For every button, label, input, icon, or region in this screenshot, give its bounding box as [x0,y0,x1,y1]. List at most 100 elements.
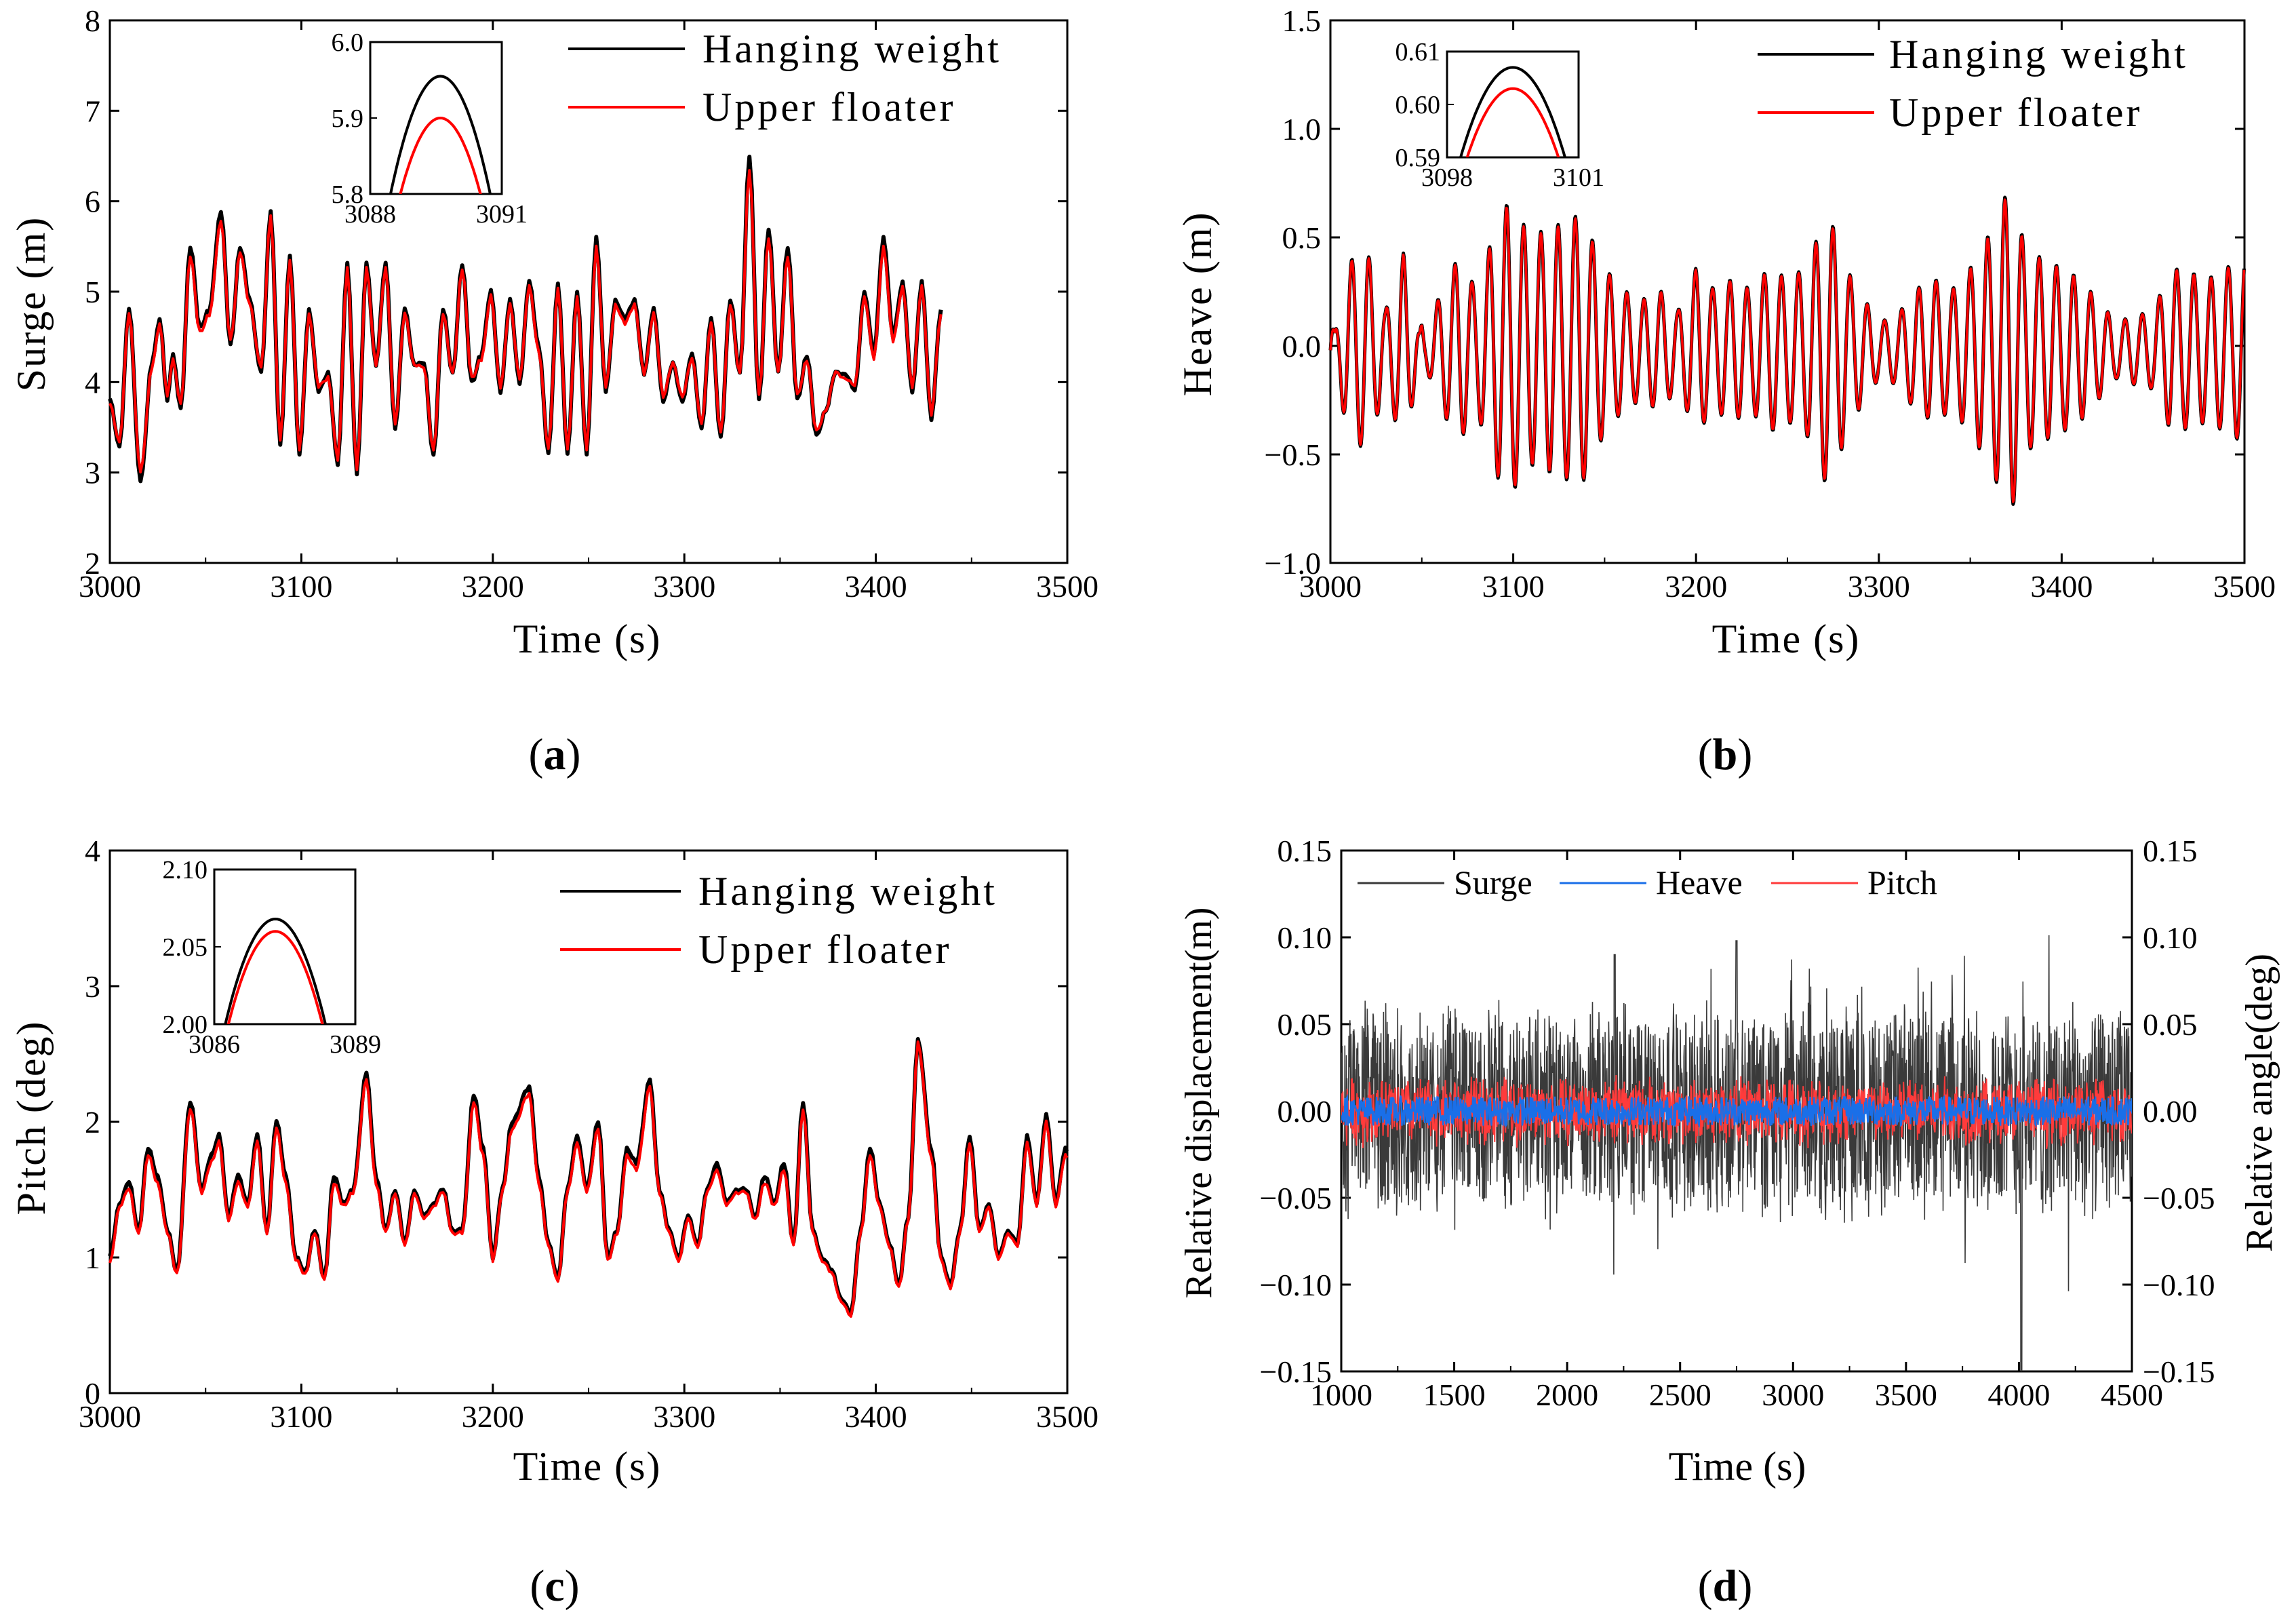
legend-label-hanging: Hanging weight [702,26,1002,71]
series-line-upper [108,1040,1069,1318]
x-tick-label: 1500 [1423,1378,1486,1412]
x-tick-label: 3200 [462,1399,524,1434]
x-tick-label: 3300 [653,569,715,604]
panel-c-plot: 3000 3100 3200 3300 3400 3500 0 1 2 3 4 3086 3089 2.0… [79,834,1098,1434]
y-tick-label-right: 0.15 [2143,834,2198,868]
inset-x-tick-label: 3101 [1553,163,1604,192]
x-tick-label: 3400 [845,1399,907,1434]
y-tick-label-right: 0.10 [2143,920,2198,955]
y-tick-label: 0.5 [1282,220,1322,255]
panel-d-ylabel-right: Relative angle(deg) [2238,954,2280,1252]
panel-d-legend: Surge Heave Pitch [1358,863,1937,901]
x-tick-label: 3300 [653,1399,715,1434]
legend-label-pitch: Pitch [1867,863,1937,901]
x-tick-label: 3100 [270,1399,332,1434]
y-tick-label: 0 [85,1376,100,1411]
y-tick-label: 0.0 [1282,329,1322,364]
y-tick-label: 1.0 [1282,112,1322,147]
x-tick-label: 2000 [1536,1378,1598,1412]
y-tick-label: 0.10 [1278,920,1332,955]
y-tick-label: 6 [85,184,100,219]
x-tick-label: 4500 [2101,1378,2163,1412]
inset-y-tick-label: 5.9 [332,104,364,133]
inset-frame [1446,50,1580,159]
x-tick-label: 3100 [270,569,332,604]
panel-b-legend: Hanging weight Upper floater [1758,32,2188,135]
x-tick-label: 3400 [845,569,907,604]
y-tick-label-right: 0.00 [2143,1094,2198,1129]
x-tick-label: 3500 [1036,1399,1098,1434]
inset-x-tick-label: 3088 [344,200,396,229]
x-tick-label: 3000 [1299,569,1362,604]
y-tick-label: −1.0 [1265,546,1321,581]
x-tick-label: 3300 [1848,569,1910,604]
legend-label-hanging: Hanging weight [1889,32,2188,77]
inset-series-hanging [389,75,492,194]
panel-b: Heave (m) Time (s) 3000 3100 3200 3300 3400 3… [1175,3,2276,779]
inset-x-tick-label: 3091 [476,200,528,229]
panel-d-label: (d) [1698,1561,1753,1611]
inset-x-tick-label: 3098 [1421,163,1473,192]
y-tick-label: 4 [85,834,100,868]
y-tick-label-right: −0.10 [2143,1268,2215,1302]
legend-label-hanging: Hanging weight [698,869,997,914]
panel-d-xlabel: Time (s) [1669,1444,1806,1489]
x-tick-label: 3500 [1875,1378,1937,1412]
x-tick-label: 3500 [2213,569,2276,604]
x-tick-label: 3200 [462,569,524,604]
series-line-heave [1341,1093,2132,1129]
inset-y-tick-label: 2.10 [163,856,208,884]
inset-y-tick-label: 2.00 [163,1011,208,1039]
x-tick-label: 2500 [1649,1378,1711,1412]
panel-d-plot: 1000 1500 2000 2500 3000 3500 4000 4500−0.15 −0.… [1260,834,2215,1412]
inset-series-hanging [224,918,327,1024]
y-tick-label: 3 [85,456,100,490]
x-tick-label: 3200 [1665,569,1727,604]
panel-c-xlabel: Time (s) [513,1444,662,1489]
panel-c-label: (c) [530,1561,579,1611]
inset-series-upper [399,117,482,194]
inset-y-tick-label: 0.61 [1396,38,1441,66]
inset: 3086 3089 2.00 2.05 2.10 [163,856,382,1059]
x-tick-label: 3000 [79,569,141,604]
y-tick-label: −0.15 [1260,1354,1332,1389]
x-tick-label: 3100 [1482,569,1545,604]
y-tick-label: 0.15 [1278,834,1332,868]
inset: 3088 3091 5.8 5.9 6.0 [332,28,528,229]
y-tick-label: 5 [85,275,100,309]
panel-c-ylabel: Pitch (deg) [9,1021,54,1215]
panel-a-label: (a) [529,730,581,779]
panel-b-label: (b) [1698,730,1753,779]
panel-d-ylabel-left: Relative displacement(m) [1178,907,1220,1299]
panel-b-plot: 3000 3100 3200 3300 3400 3500 −1.0 −0.5 0.0 0.5 1.… [1265,3,2276,604]
inset-series-hanging [1459,66,1567,157]
panel-b-ylabel: Heave (m) [1175,212,1220,397]
y-tick-label: 0.05 [1278,1007,1332,1042]
y-tick-label: −0.10 [1260,1268,1332,1302]
inset-frame [213,868,357,1026]
x-tick-label: 3400 [2030,569,2093,604]
panel-a-xlabel: Time (s) [513,617,662,661]
legend-label-upper: Upper floater [698,927,952,972]
y-tick-label: 7 [85,94,100,128]
legend-label-surge: Surge [1454,863,1532,901]
x-tick-label: 3000 [79,1399,141,1434]
y-tick-label: −0.5 [1265,437,1321,472]
y-tick-label: 1 [85,1241,100,1275]
y-tick-label: 2 [85,546,100,581]
series-line-upper [1329,198,2246,503]
inset-y-tick-label: 0.59 [1396,144,1441,172]
x-tick-label: 4000 [1987,1378,2050,1412]
inset-x-tick-label: 3089 [330,1030,381,1059]
inset-y-tick-label: 2.05 [163,933,208,962]
y-tick-label: 8 [85,3,100,38]
legend-label-upper: Upper floater [1889,90,2143,135]
inset-series-upper [226,930,324,1024]
y-tick-label: 1.5 [1282,3,1322,38]
inset-series-upper [1465,87,1560,157]
x-tick-label: 3500 [1036,569,1098,604]
y-tick-label: −0.05 [1260,1181,1332,1215]
inset-y-tick-label: 0.60 [1396,91,1441,119]
inset: 3098 3101 0.59 0.60 0.61 [1396,38,1605,192]
